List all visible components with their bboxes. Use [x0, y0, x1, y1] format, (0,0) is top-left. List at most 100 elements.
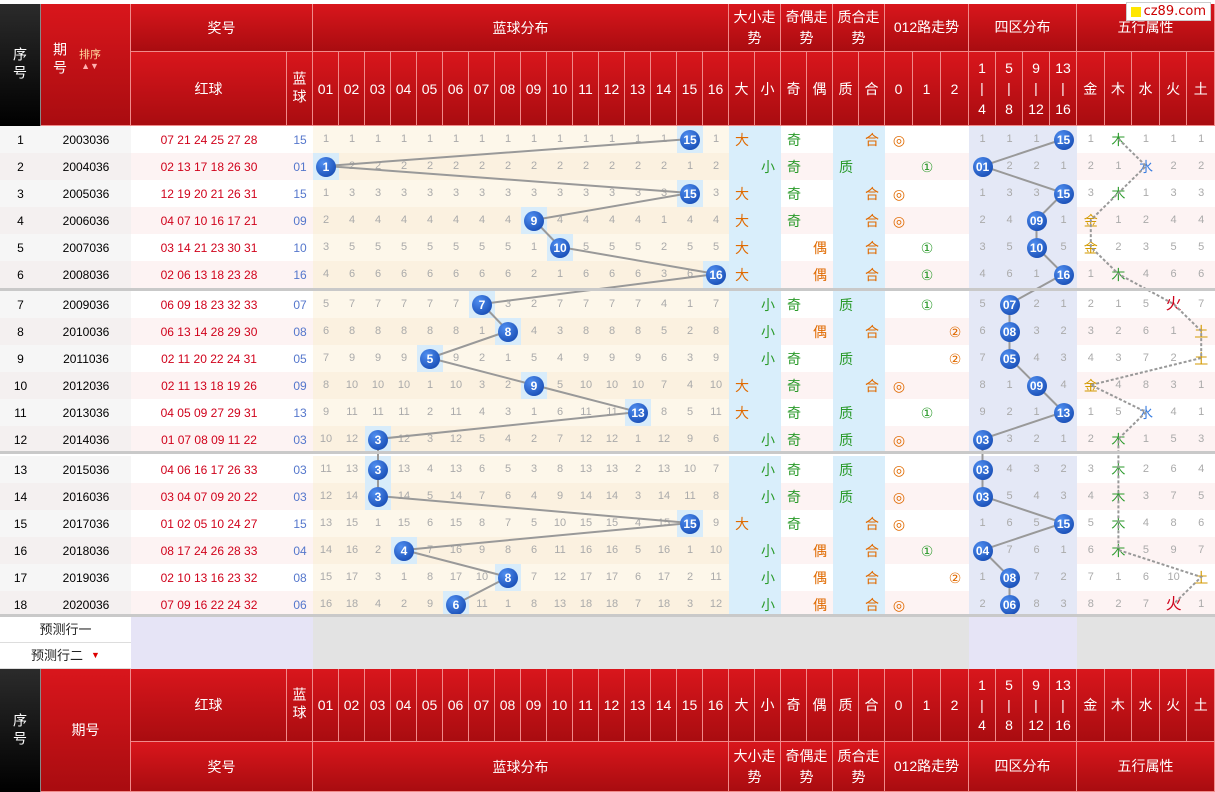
- elem-miss: 4: [1132, 261, 1160, 288]
- elem-miss: 6: [1159, 261, 1188, 288]
- zone-cell: 3: [1023, 180, 1050, 207]
- predict-zone[interactable]: [969, 643, 1077, 669]
- dist-miss: 7: [365, 291, 391, 318]
- predict-area[interactable]: [313, 643, 969, 669]
- footer-num-05: 05: [417, 669, 443, 742]
- bs-cell: [729, 426, 755, 453]
- pc-cell: 合: [859, 234, 885, 261]
- row-issue: 2013036: [41, 399, 131, 426]
- dist-miss: 2: [391, 153, 417, 180]
- header-issue[interactable]: 期号 排序 ▲▼: [41, 4, 131, 126]
- footer-num-09: 09: [521, 669, 547, 742]
- row-seq: 10: [0, 372, 41, 399]
- footer-num-02: 02: [339, 669, 365, 742]
- pc-cell: 质: [833, 426, 859, 453]
- dist-miss: 17: [339, 564, 365, 591]
- dist-miss: 7: [521, 564, 547, 591]
- pc-cell: [833, 207, 859, 234]
- dist-miss: 3: [339, 180, 365, 207]
- arrow-down-icon[interactable]: ▼: [91, 650, 100, 660]
- dist-miss: 8: [703, 318, 729, 345]
- road-cell: [885, 537, 913, 564]
- zone-cell: 4: [1023, 483, 1050, 510]
- footer-five_elem: 五行属性: [1077, 742, 1215, 792]
- predict-elem[interactable]: [1077, 643, 1215, 669]
- zone-cell: 4: [1050, 372, 1077, 399]
- elem-hit: 木: [1104, 426, 1133, 453]
- row-blue-ball: 01: [287, 153, 313, 180]
- dist-miss: 15: [573, 510, 599, 537]
- predict-input-area[interactable]: [131, 643, 313, 669]
- dist-miss: 6: [625, 564, 651, 591]
- bs-cell: 大: [729, 180, 755, 207]
- elem-miss: 2: [1077, 291, 1105, 318]
- dist-miss: 2: [677, 564, 703, 591]
- site-logo[interactable]: cz89.com: [1125, 2, 1211, 21]
- road-cell: [941, 180, 969, 207]
- row-seq: 7: [0, 291, 41, 318]
- dist-miss: 11: [599, 399, 625, 426]
- dist-miss: 7: [443, 291, 469, 318]
- dist-miss: 1: [495, 126, 521, 153]
- road-cell: [885, 153, 913, 180]
- oe-cell: 偶: [807, 564, 833, 591]
- dist-miss: 13: [339, 456, 365, 483]
- predict-row-label[interactable]: 预测行一: [0, 617, 131, 643]
- dist-miss: 7: [417, 537, 443, 564]
- bs-cell: [755, 207, 781, 234]
- elem-miss: 1: [1132, 126, 1160, 153]
- sort-button[interactable]: 排序 ▲▼: [79, 49, 101, 71]
- elem-miss: 2: [1132, 456, 1160, 483]
- elem-hit: 木: [1104, 261, 1133, 288]
- dist-hit: 7: [469, 291, 495, 318]
- row-issue: 2008036: [41, 261, 131, 288]
- elem-miss: 3: [1159, 372, 1188, 399]
- dist-miss: 4: [573, 207, 599, 234]
- elem-miss: 1: [1159, 126, 1188, 153]
- oe-cell: [807, 372, 833, 399]
- road-cell: ◎: [885, 591, 913, 618]
- dist-miss: 15: [313, 564, 339, 591]
- road-cell: ①: [913, 537, 941, 564]
- zone-cell: 2: [996, 153, 1023, 180]
- dist-miss: 5: [521, 510, 547, 537]
- bs-cell: [729, 456, 755, 483]
- oe-cell: [807, 399, 833, 426]
- dist-miss: 5: [417, 483, 443, 510]
- predict-area[interactable]: [313, 617, 969, 643]
- dist-miss: 2: [521, 261, 547, 288]
- dist-miss: 12: [599, 426, 625, 453]
- dist-miss: 13: [651, 456, 677, 483]
- zone-cell: 03: [969, 426, 996, 453]
- dist-miss: 15: [339, 510, 365, 537]
- predict-row-label[interactable]: 预测行二 ▼: [0, 643, 131, 669]
- dist-miss: 3: [469, 372, 495, 399]
- dist-miss: 17: [573, 564, 599, 591]
- predict-input-area[interactable]: [131, 617, 313, 643]
- predict-elem[interactable]: [1077, 617, 1215, 643]
- bs-label: 小: [755, 52, 781, 126]
- dist-miss: 6: [417, 261, 443, 288]
- dist-miss: 5: [469, 426, 495, 453]
- elem-miss: 2: [1077, 153, 1105, 180]
- predict-zone[interactable]: [969, 617, 1077, 643]
- num-01: 01: [313, 52, 339, 126]
- dist-miss: 4: [521, 318, 547, 345]
- dist-miss: 7: [469, 483, 495, 510]
- dist-miss: 5: [625, 537, 651, 564]
- elem-miss: 1: [1077, 399, 1105, 426]
- elem-hit: 木: [1104, 537, 1133, 564]
- row-issue: 2003036: [41, 126, 131, 153]
- header-bigsmall: 大小走势: [729, 4, 781, 52]
- road-cell: ①: [913, 291, 941, 318]
- dist-miss: 2: [651, 234, 677, 261]
- zone-cell: 7: [996, 537, 1023, 564]
- dist-miss: 4: [651, 291, 677, 318]
- elem-miss: 1: [1104, 564, 1133, 591]
- zone-cell: 03: [969, 483, 996, 510]
- dist-miss: 17: [651, 564, 677, 591]
- pc-cell: [833, 261, 859, 288]
- footer-pc-label: 质: [833, 669, 859, 742]
- oe-label: 偶: [807, 52, 833, 126]
- elem-miss: 1: [1077, 261, 1105, 288]
